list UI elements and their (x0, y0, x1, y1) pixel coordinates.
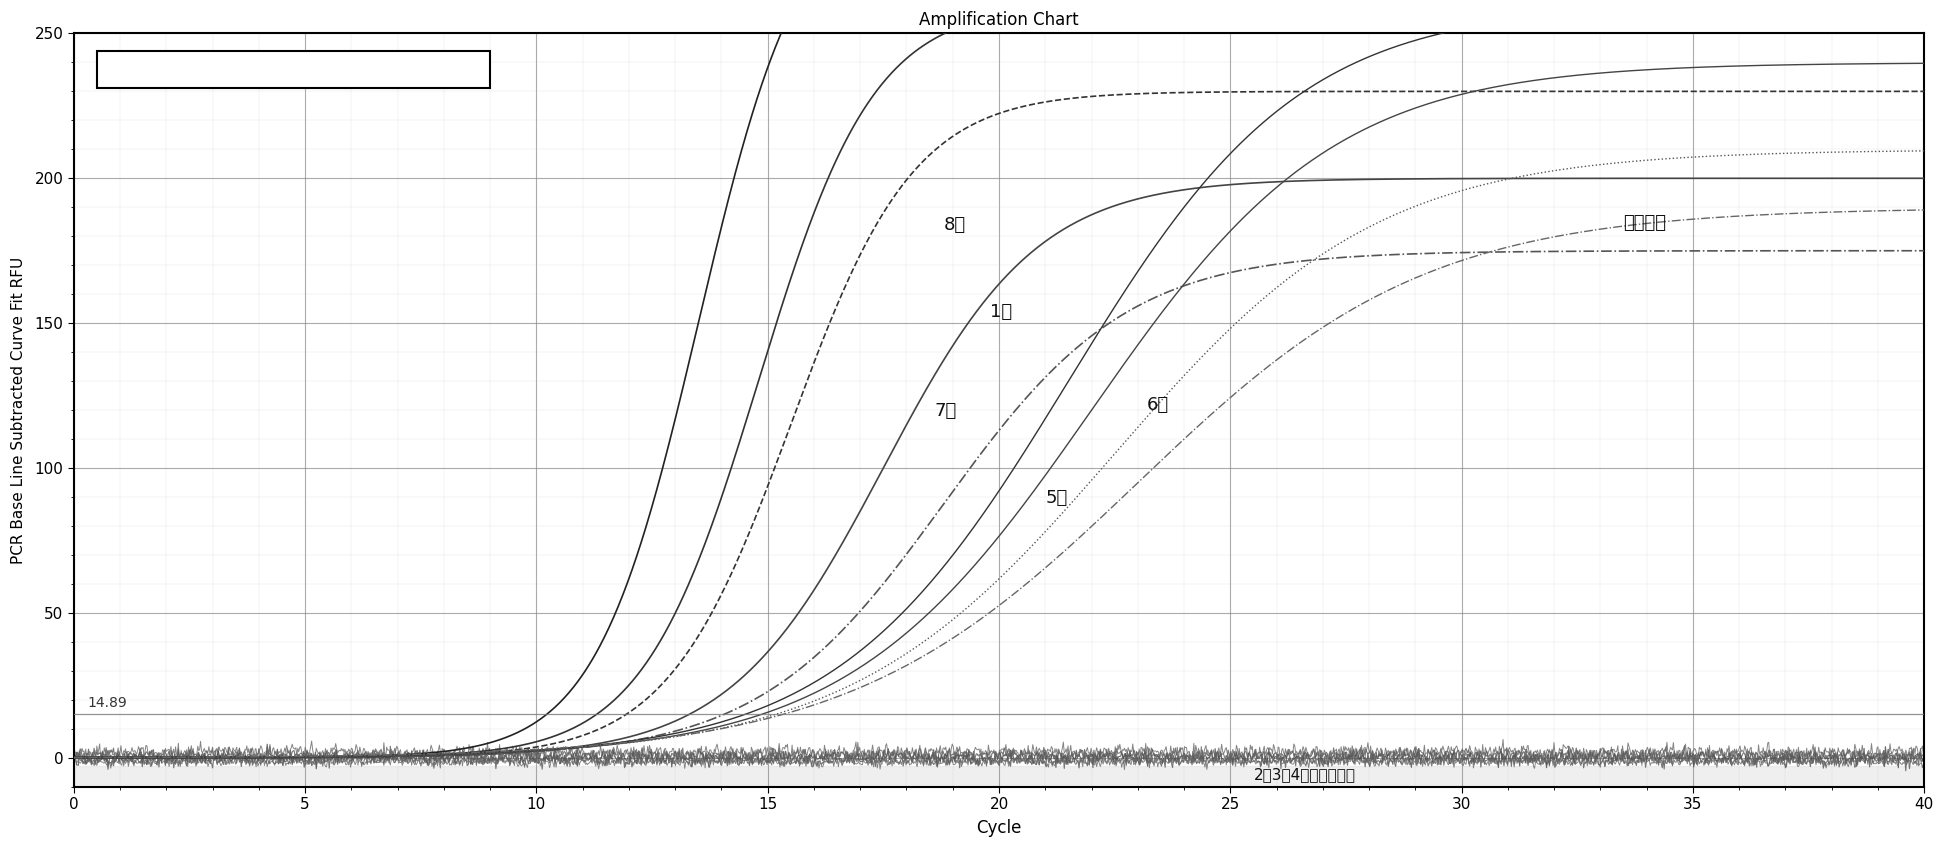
Text: 1号: 1号 (990, 304, 1011, 321)
Title: Amplification Chart: Amplification Chart (920, 11, 1079, 29)
Text: 6号: 6号 (1148, 396, 1169, 414)
Text: 14.89: 14.89 (88, 696, 126, 710)
Text: 阳性对照: 阳性对照 (1624, 214, 1667, 232)
Y-axis label: PCR Base Line Subtracted Curve Fit RFU: PCR Base Line Subtracted Curve Fit RFU (12, 256, 25, 564)
Text: 7号: 7号 (934, 402, 957, 420)
Bar (74, 767, 1924, 787)
Text: 2、3、4号，阴性对照: 2、3、4号，阴性对照 (1253, 767, 1356, 783)
Text: 8号: 8号 (943, 216, 965, 234)
Text: 5号: 5号 (1044, 488, 1068, 506)
X-axis label: Cycle: Cycle (976, 819, 1021, 837)
Bar (97, 51, 490, 88)
